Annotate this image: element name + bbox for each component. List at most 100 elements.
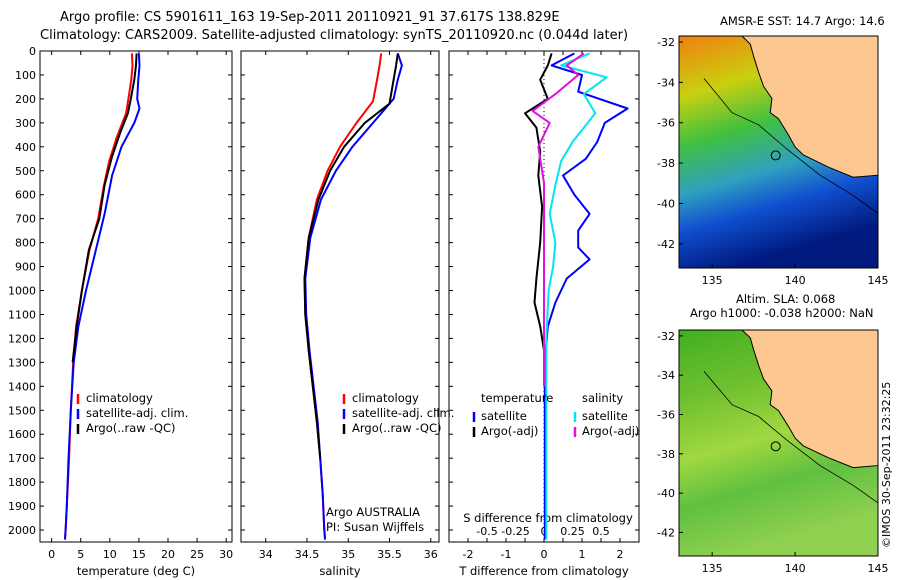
depth-tick-label: 500	[15, 165, 36, 178]
sst-argo-marker	[770, 150, 781, 161]
temperature-xtick-label: 10	[103, 548, 117, 561]
salinity-xtick-label: 35.5	[377, 548, 402, 561]
map-ytick-label: -38	[657, 448, 675, 461]
depth-tick-label: 200	[15, 93, 36, 106]
diff-legend-header-s: salinity	[582, 391, 623, 405]
difference-xtick-label: -2	[463, 548, 474, 561]
sst-map-frame	[678, 35, 879, 269]
map-ytick-label: -36	[657, 409, 675, 422]
salinity-xtick-label: 36	[424, 548, 438, 561]
salinity-series-argo-raw-qc-	[303, 53, 399, 459]
legend-label: Argo(..raw -QC)	[352, 421, 442, 435]
map-xtick-label: 135	[702, 274, 723, 287]
sst-map-land	[728, 35, 879, 178]
legend-label: climatology	[86, 391, 153, 405]
map-ytick-label: -42	[657, 238, 675, 251]
map-ytick-label: -42	[657, 526, 675, 539]
depth-tick-label: 1100	[8, 308, 36, 321]
salinity-diff-xlabel: S difference from climatology	[463, 511, 633, 525]
depth-tick-label: 1800	[8, 476, 36, 489]
map-ytick-label: -34	[657, 76, 675, 89]
salinity-axes-box	[240, 50, 440, 543]
difference-xtick-label: 2	[617, 548, 624, 561]
map-xtick-label: 145	[868, 562, 889, 575]
annotation-line2: PI: Susan Wijffels	[326, 520, 424, 534]
imos-timestamp: ©IMOS 30-Sep-2011 23:32:25	[880, 381, 893, 548]
depth-tick-label: 100	[15, 69, 36, 82]
difference-series-s-satellite	[545, 52, 608, 540]
legend-label: Argo(..raw -QC)	[86, 421, 176, 435]
difference-series-t-argo-adj-	[524, 53, 553, 363]
map-ytick-label: -32	[657, 36, 675, 49]
sla-map-frame	[678, 329, 879, 557]
diff-legend-label: satellite	[481, 409, 527, 423]
depth-tick-label: 1500	[8, 404, 36, 417]
map-xtick-label: 135	[702, 562, 723, 575]
temperature-xtick-label: 5	[77, 548, 84, 561]
sst-map-contour	[703, 78, 879, 214]
depth-tick-label: 0	[29, 45, 36, 58]
salinity-diff-tick-label: -0.25	[501, 525, 529, 538]
temperature-series-satellite-adj-clim-	[64, 53, 141, 540]
sla-argo-marker	[770, 441, 781, 452]
salinity-xtick-label: 34	[259, 548, 273, 561]
map-ytick-label: -38	[657, 157, 675, 170]
annotation-line1: Argo AUSTRALIA	[326, 505, 420, 519]
depth-tick-label: 800	[15, 237, 36, 250]
depth-tick-label: 1400	[8, 380, 36, 393]
depth-tick-label: 1000	[8, 285, 36, 298]
salinity-xtick-label: 35	[341, 548, 355, 561]
salinity-diff-tick-label: -0.5	[476, 525, 497, 538]
depth-tick-label: 1600	[8, 428, 36, 441]
map-ytick-label: -34	[657, 369, 675, 382]
difference-xtick-label: -1	[501, 548, 512, 561]
salinity-series-satellite-adj-clim-	[304, 53, 403, 540]
salinity-xlabel: salinity	[319, 564, 360, 578]
temperature-xtick-label: 0	[48, 548, 55, 561]
temperature-xtick-label: 20	[161, 548, 175, 561]
map-ytick-label: -40	[657, 197, 675, 210]
figure-title-line1: Argo profile: CS 5901611_163 19-Sep-2011…	[60, 10, 560, 25]
legend-label: satellite-adj. clim.	[352, 406, 454, 420]
temperature-xtick-label: 30	[219, 548, 233, 561]
map-ytick-label: -40	[657, 487, 675, 500]
depth-tick-label: 300	[15, 117, 36, 130]
difference-series-s-argo-adj-	[531, 52, 585, 387]
temperature-axes-box	[39, 50, 233, 543]
map-ytick-label: -32	[657, 330, 675, 343]
map-xtick-label: 145	[868, 274, 889, 287]
salinity-diff-tick-label: 0.5	[592, 525, 610, 538]
diff-legend-label: Argo(-adj)	[582, 424, 639, 438]
figure-title-line2: Climatology: CARS2009. Satellite-adjuste…	[40, 28, 629, 43]
diff-legend-label: satellite	[582, 409, 628, 423]
difference-xtick-label: 0	[541, 548, 548, 561]
depth-tick-label: 1300	[8, 356, 36, 369]
diff-legend-label: Argo(-adj)	[481, 424, 538, 438]
depth-tick-label: 1700	[8, 452, 36, 465]
depth-tick-label: 1900	[8, 500, 36, 513]
salinity-xtick-label: 34.5	[295, 548, 320, 561]
depth-tick-label: 600	[15, 189, 36, 202]
salinity-diff-tick-label: 0.25	[560, 525, 585, 538]
difference-xlabel: T difference from climatology	[458, 564, 629, 578]
map-xtick-label: 140	[785, 562, 806, 575]
difference-xtick-label: 1	[579, 548, 586, 561]
depth-tick-label: 400	[15, 141, 36, 154]
sla-map-title-1: Altim. SLA: 0.068	[736, 292, 836, 306]
map-xtick-label: 140	[785, 274, 806, 287]
depth-tick-label: 700	[15, 213, 36, 226]
sla-map-title-2: Argo h1000: -0.038 h2000: NaN	[690, 306, 874, 320]
depth-tick-label: 1200	[8, 332, 36, 345]
legend-label: climatology	[352, 391, 419, 405]
map-ytick-label: -36	[657, 117, 675, 130]
temperature-xtick-label: 25	[190, 548, 204, 561]
sla-map-contour	[703, 371, 879, 504]
legend-label: satellite-adj. clim.	[86, 406, 188, 420]
depth-tick-label: 2000	[8, 524, 36, 537]
diff-legend-header-t: temperature	[481, 391, 553, 405]
depth-tick-label: 900	[15, 261, 36, 274]
sst-map-title: AMSR-E SST: 14.7 Argo: 14.6	[720, 14, 885, 28]
temperature-xtick-label: 15	[132, 548, 146, 561]
